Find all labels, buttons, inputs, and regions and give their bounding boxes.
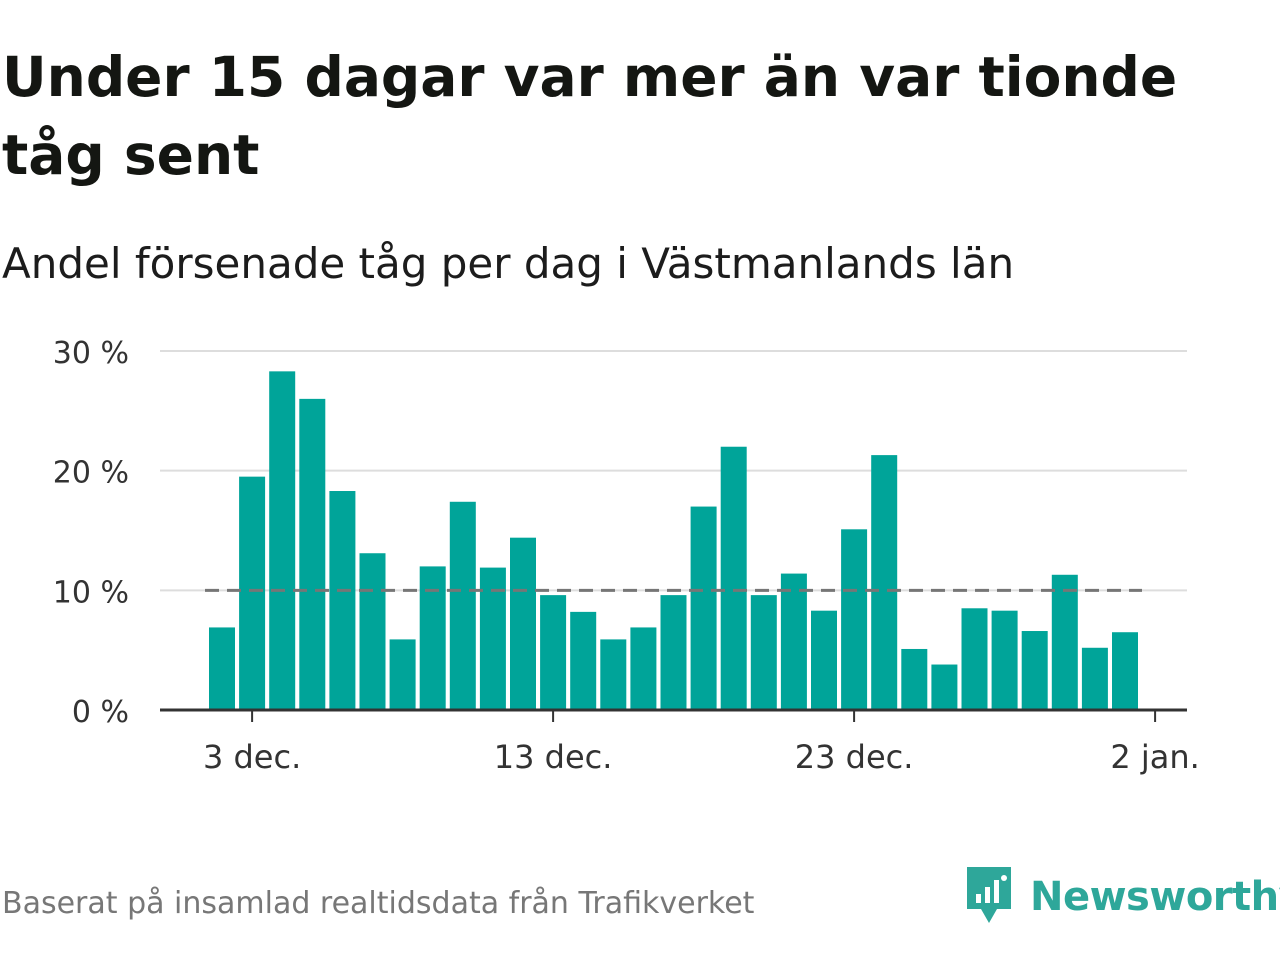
x-tick-label: 13 dec. [494,738,613,776]
bars [209,371,1138,710]
bar [1081,647,1108,710]
y-tick-label: 20 % [53,456,129,491]
bar [329,491,356,710]
bar [269,371,296,710]
bar [841,529,868,710]
source-note: Baserat på insamlad realtidsdata från Tr… [2,886,755,921]
x-tick-label: 2 jan. [1110,738,1199,776]
bar [510,537,536,710]
chart-subtitle: Andel försenade tåg per dag i Västmanlan… [2,239,1015,288]
bar-chart: 0 % 10 % 20 % 30 % 3 dec. 13 dec. 23 dec. 2 jan… [53,336,1200,776]
newsworthy-logo-icon [964,864,1014,930]
bar [359,553,386,710]
bar [780,573,807,710]
bar [449,501,476,710]
bar [600,639,627,710]
tick-labels: 0 % 10 % 20 % 30 % 3 dec. 13 dec. 23 dec. 2 jan… [53,336,1200,776]
brand-name: Newsworthy [1030,874,1280,920]
bar [961,608,988,710]
bar [690,506,717,710]
bar [209,627,235,710]
bar [540,595,567,710]
chart-title: Under 15 dagar var mer än var tionde tåg… [2,45,1178,187]
bar [991,610,1018,710]
x-tick-label: 3 dec. [203,738,301,776]
bar [389,639,416,710]
bar [931,664,958,710]
bar [239,476,266,710]
bar [630,627,657,710]
y-tick-label: 0 % [72,695,129,730]
bar [750,595,777,710]
bar [660,595,687,710]
bar [1112,632,1138,710]
bar [299,398,326,710]
bar [811,610,837,710]
bar [1021,631,1048,710]
bar [720,446,747,710]
bar [871,455,898,710]
y-tick-label: 10 % [53,575,129,610]
brand[interactable]: Newsworthy [964,864,1280,930]
y-tick-label: 30 % [53,336,129,371]
bar [570,611,597,710]
bar [419,566,446,710]
bar [901,648,928,710]
bar [1051,574,1078,710]
x-tick-label: 23 dec. [795,738,914,776]
axes [160,708,1187,722]
